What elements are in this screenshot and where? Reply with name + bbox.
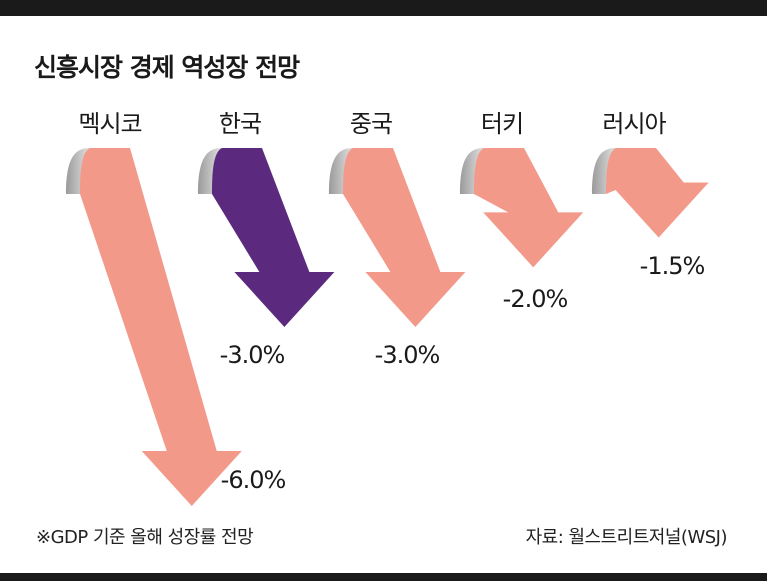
arrow-bar-korea (212, 148, 335, 327)
bottom-rule (0, 573, 767, 581)
arrow-bar-turkey (474, 148, 584, 268)
arrow-curl-mexico (66, 148, 100, 194)
arrow-curl-russia (592, 148, 626, 194)
value-label-turkey: -2.0% (502, 285, 569, 313)
arrow-curl-korea (198, 148, 232, 194)
chart-title: 신흥시장 경제 역성장 전망 (34, 53, 300, 82)
arrow-bar-mexico (80, 148, 242, 506)
category-label-russia: 러시아 (602, 110, 666, 138)
value-label-mexico-neighbor: -3.0% (219, 341, 286, 369)
arrow-bar-china (343, 148, 466, 327)
category-label-china: 중국 (349, 110, 393, 138)
footnote: ※GDP 기준 올해 성장률 전망 (36, 527, 254, 548)
top-rule (0, 0, 767, 16)
value-label-mexico: -6.0% (220, 466, 287, 494)
arrow-curl-turkey (460, 148, 494, 194)
category-label-turkey: 터키 (480, 110, 524, 138)
category-label-korea: 한국 (218, 110, 262, 138)
source-credit: 자료: 월스트리트저널(WSJ) (525, 527, 728, 548)
value-label-china: -3.0% (374, 341, 441, 369)
value-label-russia: -1.5% (639, 252, 706, 280)
arrow-bar-russia (606, 148, 709, 238)
arrow-curl-china (329, 148, 363, 194)
category-label-mexico: 멕시코 (78, 110, 142, 138)
